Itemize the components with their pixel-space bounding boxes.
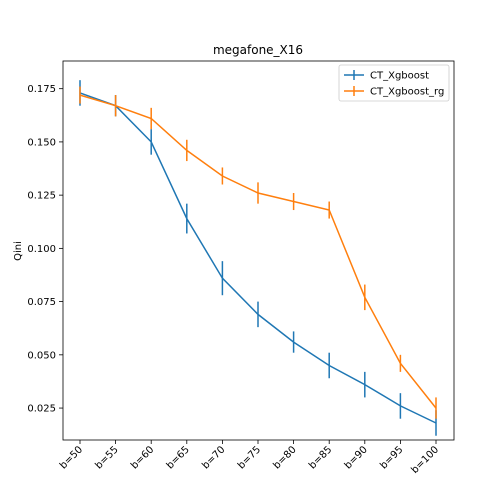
y-tick-label: 0.050 bbox=[27, 350, 56, 361]
chart-title: megafone_X16 bbox=[213, 43, 303, 57]
legend-entry: CT_Xgboost_rg bbox=[344, 86, 444, 98]
series-line bbox=[79, 92, 437, 424]
x-tick-label: b=75 bbox=[236, 444, 263, 471]
x-tick-label: b=90 bbox=[343, 444, 370, 471]
x-tick-label: b=100 bbox=[409, 444, 441, 476]
series-CT_Xgboost bbox=[79, 80, 437, 436]
x-tick-label: b=65 bbox=[165, 444, 192, 471]
legend: CT_Xgboost CT_Xgboost_rg bbox=[338, 64, 450, 102]
x-tick-label: b=70 bbox=[200, 444, 227, 471]
plot-frame bbox=[62, 60, 455, 441]
x-tick-label: b=80 bbox=[272, 444, 299, 471]
y-tick-label: 0.100 bbox=[27, 244, 56, 255]
series-line bbox=[79, 94, 437, 409]
legend-label: CT_Xgboost_rg bbox=[370, 87, 444, 98]
y-axis-label: Qini bbox=[13, 241, 24, 261]
legend-box bbox=[338, 64, 450, 102]
series-layer bbox=[79, 80, 437, 436]
x-tick-label: b=85 bbox=[307, 444, 334, 471]
y-tick-label: 0.150 bbox=[27, 137, 56, 148]
ticks-layer: 0.025 0.050 0.075 0.100 0.125 0.150 0.175 b=50 b… bbox=[27, 84, 441, 476]
legend-label: CT_Xgboost bbox=[370, 71, 429, 82]
y-tick-label: 0.075 bbox=[27, 297, 56, 308]
x-tick-label: b=50 bbox=[58, 444, 85, 471]
series-CT_Xgboost_rg bbox=[79, 86, 437, 419]
legend-entry: CT_Xgboost bbox=[344, 70, 429, 82]
y-tick-label: 0.125 bbox=[27, 191, 56, 202]
x-tick-label: b=95 bbox=[378, 444, 405, 471]
x-tick-label: b=60 bbox=[129, 444, 156, 471]
x-tick-label: b=55 bbox=[94, 444, 121, 471]
y-tick-label: 0.025 bbox=[27, 404, 56, 415]
y-tick-label: 0.175 bbox=[27, 84, 56, 95]
